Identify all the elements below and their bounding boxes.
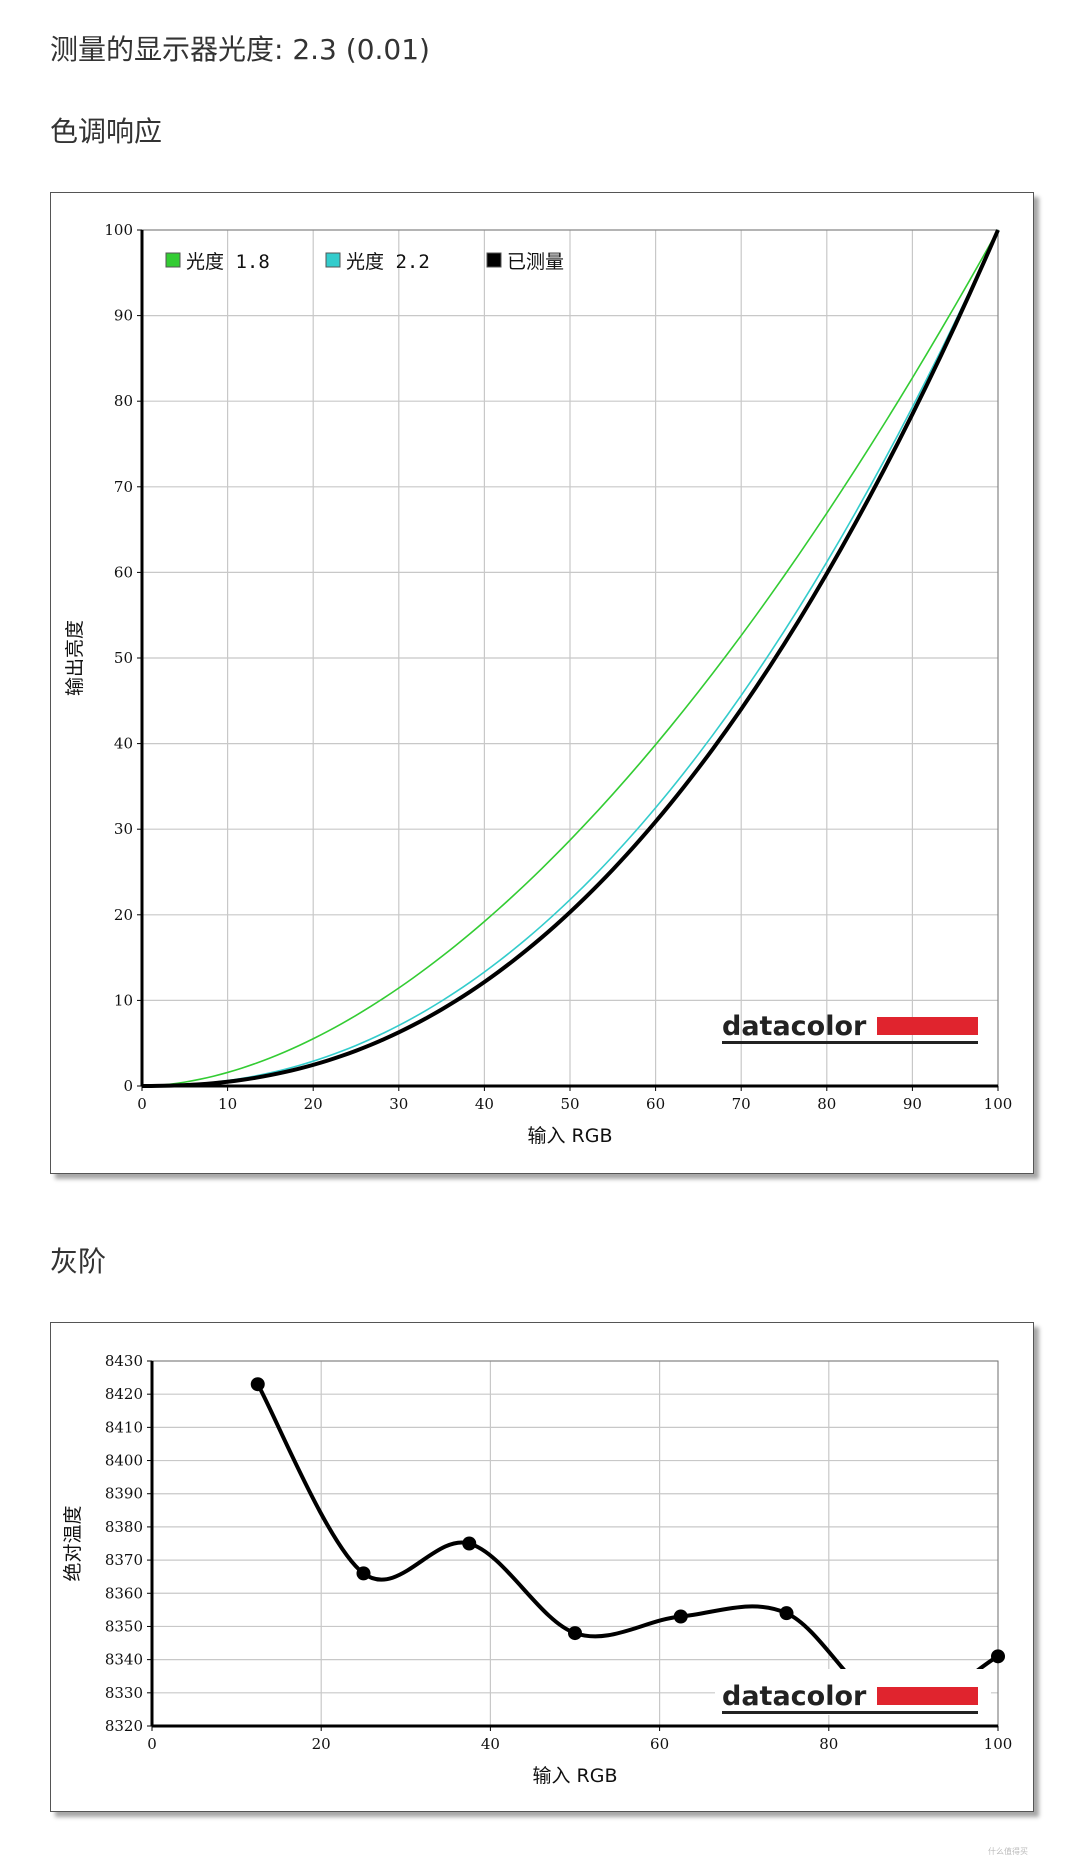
y-tick-label: 8390	[105, 1485, 143, 1503]
x-tick-label: 40	[475, 1095, 494, 1113]
tone-response-panel: 0 10 20 30 40 50 60 70 80 90 100 0 10 20 30 40 50 60 70 80 9…	[50, 192, 1034, 1174]
x-axis-title: 输入 RGB	[533, 1765, 618, 1787]
y-axis-title: 输出亮度	[64, 620, 86, 696]
x-tick-label: 100	[984, 1095, 1013, 1113]
x-tick-label: 100	[984, 1735, 1013, 1753]
y-tick-label: 30	[114, 820, 133, 838]
x-tick-label: 20	[312, 1735, 331, 1753]
x-tick-label: 0	[147, 1735, 157, 1753]
y-tick-label: 8400	[105, 1452, 143, 1470]
legend-label: 光度 1.8	[186, 251, 270, 273]
x-axis-title: 输入 RGB	[528, 1125, 613, 1147]
legend-swatch	[325, 252, 341, 268]
datacolor-logo-text: datacolor	[722, 1011, 867, 1042]
tone-response-title: 色调响应	[50, 115, 163, 148]
y-tick-label: 8430	[105, 1352, 143, 1370]
y-tick-label: 20	[114, 906, 133, 924]
x-tick-label: 30	[389, 1095, 408, 1113]
y-axis-title: 绝对温度	[62, 1505, 84, 1581]
watermark: 什么值得买	[988, 1847, 1028, 1856]
y-tick-label: 90	[114, 307, 133, 325]
y-tick-label: 60	[114, 563, 133, 581]
series-line-3	[141, 229, 1000, 1088]
gamma-label: 测量的显示器光度:	[50, 33, 284, 66]
x-tick-label: 10	[218, 1095, 237, 1113]
series-line-1	[256, 1383, 998, 1713]
y-tick-label: 40	[114, 735, 133, 753]
y-tick-label: 10	[114, 991, 133, 1009]
legend-swatch	[486, 252, 502, 268]
grayscale-title: 灰阶	[50, 1245, 107, 1278]
x-tick-label: 20	[304, 1095, 323, 1113]
gamma-value: 2.3 (0.01)	[292, 33, 430, 66]
grayscale-chart: 0 20 40 60 80 100 8320 8330 8340 8350 8360 8370 8380…	[62, 1352, 1013, 1787]
data-point	[991, 1649, 1005, 1664]
y-tick-label: 50	[114, 649, 133, 667]
y-tick-label: 8340	[105, 1651, 143, 1669]
x-tick-label: 80	[819, 1735, 838, 1753]
gamma-heading: 测量的显示器光度: 2.3 (0.01)	[50, 28, 430, 68]
data-point	[462, 1536, 477, 1551]
y-tick-label: 8420	[105, 1385, 143, 1403]
x-tick-label: 50	[560, 1095, 579, 1113]
y-tick-label: 80	[114, 392, 133, 410]
tone-response-chart: 0 10 20 30 40 50 60 70 80 90 100 0 10 20 30 40 50 60 70 80 9…	[64, 221, 1013, 1147]
series-line-2	[141, 229, 999, 1087]
data-point	[250, 1377, 265, 1392]
y-tick-label: 70	[114, 478, 133, 496]
grayscale-panel: 0 20 40 60 80 100 8320 8330 8340 8350 8360 8370 8380…	[50, 1322, 1034, 1812]
datacolor-logo-underline	[722, 1041, 978, 1044]
y-tick-label: 8410	[105, 1418, 143, 1436]
y-tick-label: 8360	[105, 1584, 143, 1602]
legend-label: 光度 2.2	[346, 251, 430, 273]
x-tick-label: 60	[646, 1095, 665, 1113]
y-tick-label: 8350	[105, 1617, 143, 1635]
y-tick-label: 8370	[105, 1551, 143, 1569]
y-tick-label: 8320	[105, 1717, 143, 1735]
x-tick-label: 80	[817, 1095, 836, 1113]
legend-swatch	[165, 252, 181, 268]
x-tick-label: 40	[481, 1735, 500, 1753]
datacolor-logo-underline	[722, 1711, 978, 1714]
x-tick-label: 70	[732, 1095, 751, 1113]
y-tick-label: 8380	[105, 1518, 143, 1536]
x-tick-label: 60	[650, 1735, 669, 1753]
x-tick-label: 0	[137, 1095, 147, 1113]
legend-label: 已测量	[507, 251, 564, 273]
datacolor-logo-bar	[877, 1687, 978, 1705]
series-line-1	[141, 229, 999, 1087]
datacolor-logo-bar	[877, 1017, 978, 1035]
y-tick-label: 8330	[105, 1684, 143, 1702]
data-point	[673, 1609, 688, 1624]
data-point	[568, 1626, 582, 1641]
x-tick-label: 90	[903, 1095, 922, 1113]
y-tick-label: 0	[123, 1077, 133, 1095]
datacolor-logo-text: datacolor	[722, 1681, 867, 1712]
data-point	[356, 1566, 371, 1581]
y-tick-label: 100	[104, 221, 133, 239]
data-point	[779, 1606, 794, 1621]
